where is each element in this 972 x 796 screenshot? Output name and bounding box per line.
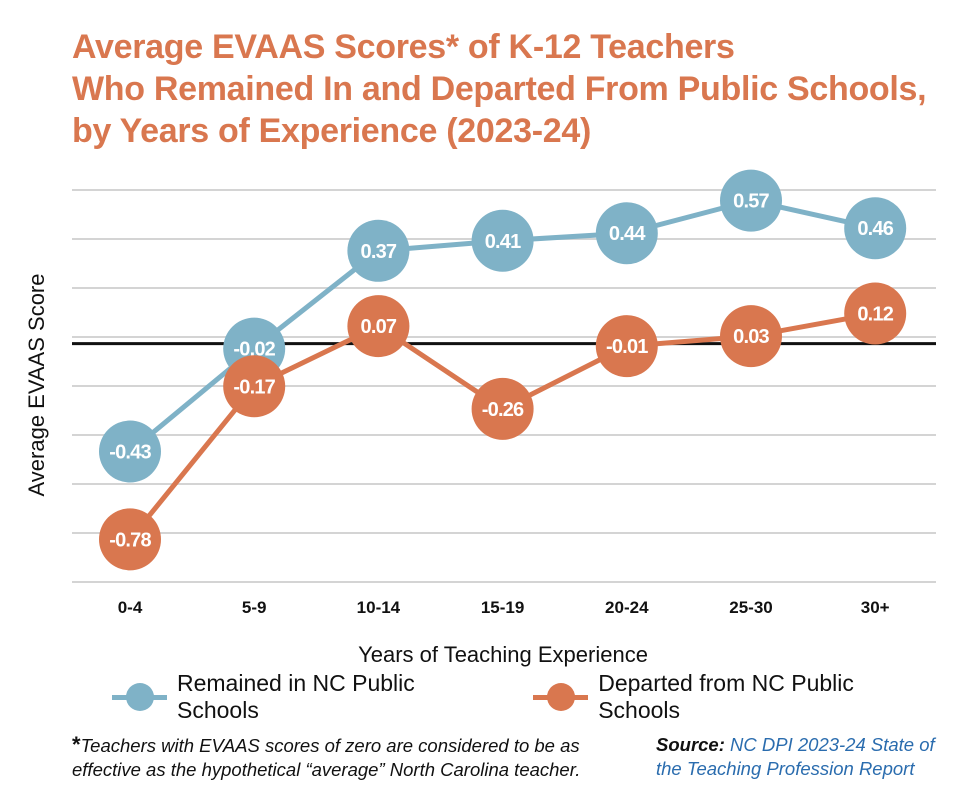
source-note: Source: NC DPI 2023-24 State of the Teac… xyxy=(656,733,956,781)
legend-swatch-departed xyxy=(533,683,589,711)
x-tick-label: 15-19 xyxy=(481,598,524,617)
x-tick-label: 10-14 xyxy=(357,598,401,617)
legend-dot-remained xyxy=(126,683,154,711)
footnote-text: Teachers with EVAAS scores of zero are c… xyxy=(72,735,581,780)
x-tick-label: 30+ xyxy=(861,598,890,617)
data-point-remained xyxy=(471,209,534,272)
legend-dot-departed xyxy=(547,683,576,711)
y-axis-title: Average EVAAS Score xyxy=(24,274,49,497)
data-point-remained xyxy=(844,197,907,260)
footnote-star: * xyxy=(72,732,81,757)
data-point-departed xyxy=(720,305,782,368)
x-tick-label: 20-24 xyxy=(605,598,649,617)
data-point-departed xyxy=(347,295,410,358)
footnote: *Teachers with EVAAS scores of zero are … xyxy=(72,733,632,782)
data-label-departed: 0.07 xyxy=(361,316,397,338)
data-label-remained: 0.37 xyxy=(361,241,397,263)
title-line-1: Average EVAAS Scores* of K-12 Teachers xyxy=(72,28,735,66)
data-label-remained: 0.57 xyxy=(733,191,769,213)
chart-title: Average EVAAS Scores* of K-12 Teachers W… xyxy=(72,26,952,152)
data-label-remained: -0.43 xyxy=(109,442,151,464)
data-point-departed xyxy=(471,377,534,440)
data-label-remained: 0.46 xyxy=(857,218,893,240)
title-line-3: by Years of Experience (2023-24) xyxy=(72,112,591,150)
data-label-departed: 0.03 xyxy=(733,326,769,348)
data-label-departed: -0.17 xyxy=(233,376,275,398)
data-point-departed xyxy=(595,315,658,378)
data-point-departed xyxy=(223,355,286,418)
data-point-remained xyxy=(595,202,658,265)
x-tick-label: 5-9 xyxy=(242,598,267,617)
source-link[interactable]: NC DPI 2023-24 State of the Teaching Pro… xyxy=(656,734,935,779)
data-label-departed: 0.12 xyxy=(857,304,893,326)
data-point-remained xyxy=(347,219,410,282)
data-label-departed: -0.26 xyxy=(482,399,524,421)
data-label-remained: 0.44 xyxy=(609,223,646,245)
legend-swatch-remained xyxy=(112,683,167,711)
x-axis-title: Years of Teaching Experience xyxy=(358,642,648,667)
legend-item-departed: Departed from NC Public Schools xyxy=(533,670,936,724)
x-tick-label: 25-30 xyxy=(729,598,772,617)
data-point-departed xyxy=(99,508,161,571)
x-tick-label: 0-4 xyxy=(118,598,143,617)
source-label: Source: xyxy=(656,734,725,755)
data-point-departed xyxy=(844,282,907,345)
line-chart: 0-4 5-9 10-14 15-19 20-24 25-30 30+ Years of Te… xyxy=(24,169,936,667)
legend-label-departed: Departed from NC Public Schools xyxy=(598,670,854,723)
data-label-remained: -0.02 xyxy=(233,339,275,361)
data-label-departed: -0.78 xyxy=(109,529,151,551)
legend-item-remained: Remained in NC Public Schools xyxy=(112,670,497,724)
title-line-2: Who Remained In and Departed From Public… xyxy=(72,70,927,108)
data-point-remained xyxy=(720,169,782,232)
legend-label-remained: Remained in NC Public Schools xyxy=(177,670,415,723)
data-label-remained: 0.41 xyxy=(485,231,521,253)
legend: Remained in NC Public Schools Departed f… xyxy=(112,670,972,723)
data-label-departed: -0.01 xyxy=(606,336,648,358)
data-point-remained xyxy=(99,420,161,483)
